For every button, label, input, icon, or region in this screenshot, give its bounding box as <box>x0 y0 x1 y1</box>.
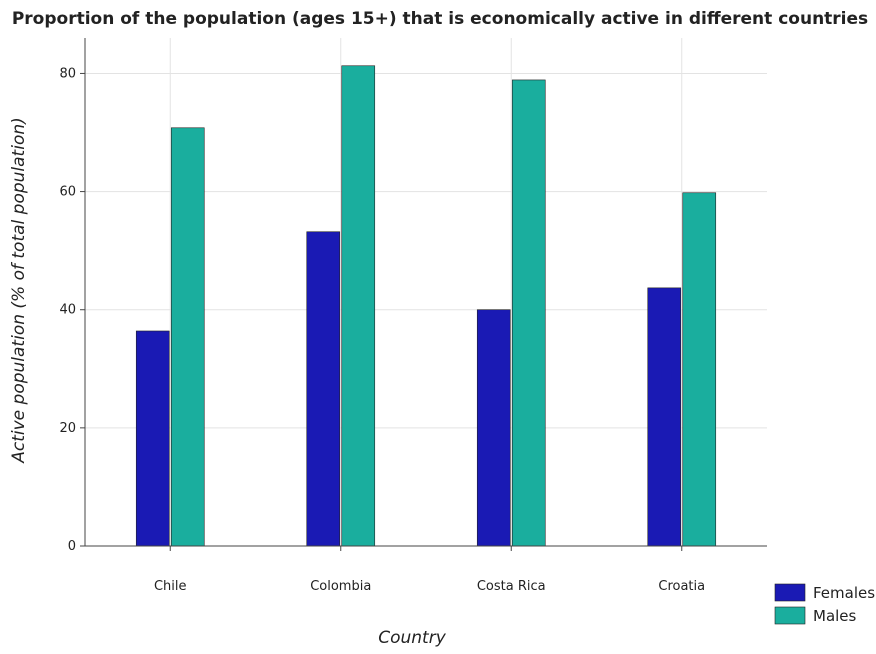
legend-swatch-males <box>774 606 806 625</box>
y-tick-label: 80 <box>59 66 76 81</box>
legend: Females Males <box>774 583 875 625</box>
bar-males-croatia <box>682 192 717 547</box>
bar-females-colombia <box>306 231 341 547</box>
axes <box>80 38 767 551</box>
legend-label-males: Males <box>813 607 857 625</box>
x-axis-label: Country <box>378 628 446 648</box>
x-tick-label: Croatia <box>658 579 705 594</box>
x-tick-label: Colombia <box>310 579 371 594</box>
x-tick-label: Chile <box>154 579 187 594</box>
bars <box>135 65 717 547</box>
x-tick-label: Costa Rica <box>477 579 546 594</box>
bar-males-colombia <box>341 65 376 547</box>
y-tick-label: 0 <box>68 539 76 554</box>
y-axis-label: Active population (% of total population… <box>9 117 29 464</box>
y-tick-label: 20 <box>59 421 76 436</box>
bar-females-costa-rica <box>476 309 511 547</box>
legend-label-females: Females <box>813 584 875 602</box>
tick-labels: 0 20 40 60 80 Chile Colombia Costa Rica Croatia <box>59 66 705 594</box>
bar-females-croatia <box>647 287 682 547</box>
legend-swatch-females <box>774 583 806 602</box>
chart-title: Proportion of the population (ages 15+) … <box>12 9 868 29</box>
y-tick-label: 60 <box>59 185 76 200</box>
bar-males-costa-rica <box>511 79 546 547</box>
y-tick-label: 40 <box>59 303 76 318</box>
bar-females-chile <box>135 330 170 547</box>
bar-males-chile <box>170 127 205 547</box>
